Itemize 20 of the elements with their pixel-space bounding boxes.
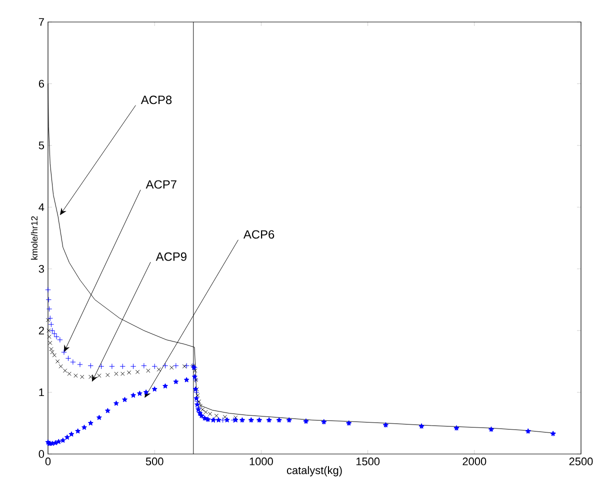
x-tick-label: 1500 — [356, 458, 380, 466]
annotation: ACP8 — [140, 96, 172, 104]
annotation: ACP9 — [156, 252, 186, 261]
y-tick-label: 4 — [38, 203, 44, 211]
x-tick-label: 0 — [45, 458, 51, 466]
annotation: ACP6 — [243, 230, 274, 239]
annotation: ACP7 — [146, 180, 176, 189]
x-tick-label: 500 — [146, 458, 164, 466]
y-tick-label: 5 — [38, 142, 44, 150]
x-tick-label: 2500 — [569, 458, 593, 466]
y-tick-label: 6 — [38, 80, 44, 88]
y-tick-label: 0 — [38, 450, 44, 458]
x-tick-label: 1000 — [250, 458, 273, 466]
x-axis-title: catalyst(kg) — [286, 466, 342, 476]
y-axis-title: kmole/hr12 — [30, 216, 38, 260]
y-tick-label: 2 — [38, 326, 44, 334]
y-tick-label: 1 — [39, 388, 44, 396]
y-tick-label: 7 — [38, 18, 44, 26]
x-tick-label: 2000 — [462, 458, 486, 466]
y-tick-label: 3 — [38, 264, 44, 273]
